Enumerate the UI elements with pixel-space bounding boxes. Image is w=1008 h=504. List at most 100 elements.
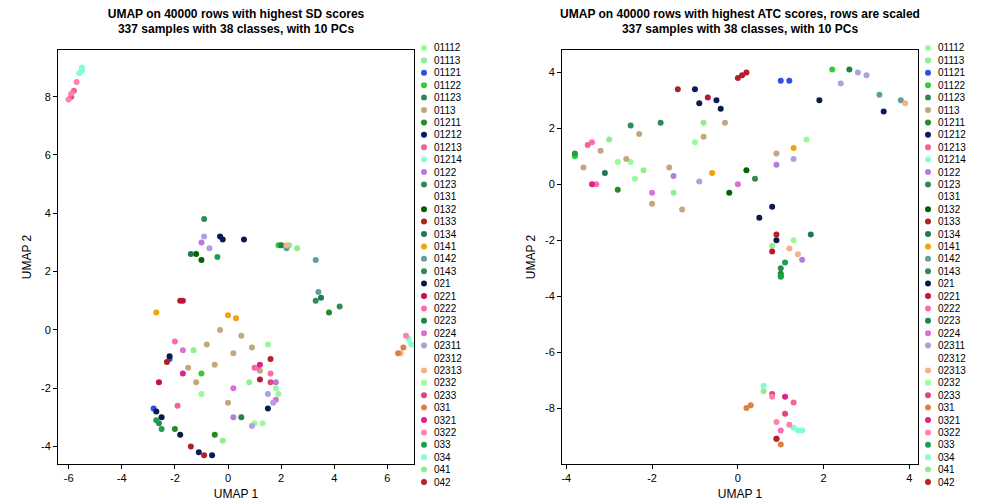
svg-text:-4: -4 xyxy=(41,440,51,452)
svg-text:01112: 01112 xyxy=(434,42,461,53)
svg-text:0131: 0131 xyxy=(938,191,961,202)
svg-text:0321: 0321 xyxy=(434,415,457,426)
svg-text:-6: -6 xyxy=(64,472,74,484)
svg-text:0233: 0233 xyxy=(434,390,457,401)
svg-text:01212: 01212 xyxy=(938,129,966,140)
svg-text:01212: 01212 xyxy=(434,129,462,140)
svg-text:0143: 0143 xyxy=(938,266,961,277)
svg-text:01213: 01213 xyxy=(434,142,462,153)
svg-text:0232: 0232 xyxy=(434,377,457,388)
svg-text:01123: 01123 xyxy=(938,92,966,103)
svg-text:0113: 0113 xyxy=(434,105,456,116)
svg-text:033: 033 xyxy=(938,439,955,450)
svg-text:UMAP 1: UMAP 1 xyxy=(718,487,763,501)
svg-text:-2: -2 xyxy=(170,472,180,484)
svg-text:0221: 0221 xyxy=(434,291,457,302)
svg-text:0223: 0223 xyxy=(938,315,961,326)
svg-text:02313: 02313 xyxy=(938,365,966,376)
svg-text:4: 4 xyxy=(331,472,337,484)
svg-text:0: 0 xyxy=(549,178,555,190)
svg-text:0132: 0132 xyxy=(434,204,457,215)
svg-text:0123: 0123 xyxy=(434,179,457,190)
svg-text:0322: 0322 xyxy=(434,427,457,438)
svg-text:031: 031 xyxy=(938,402,955,413)
svg-text:034: 034 xyxy=(938,452,955,463)
svg-text:01211: 01211 xyxy=(434,117,462,128)
svg-text:042: 042 xyxy=(434,477,451,488)
svg-text:-8: -8 xyxy=(545,402,555,414)
svg-text:01121: 01121 xyxy=(938,67,966,78)
svg-text:01123: 01123 xyxy=(434,92,462,103)
svg-text:0142: 0142 xyxy=(434,253,457,264)
svg-text:0134: 0134 xyxy=(938,229,961,240)
svg-text:0123: 0123 xyxy=(938,179,961,190)
svg-text:0233: 0233 xyxy=(938,390,961,401)
svg-text:UMAP on 40000 rows with highes: UMAP on 40000 rows with highest ATC scor… xyxy=(560,7,920,37)
svg-text:4: 4 xyxy=(45,207,51,219)
svg-text:042: 042 xyxy=(938,477,955,488)
svg-text:0222: 0222 xyxy=(434,303,457,314)
svg-text:01113: 01113 xyxy=(938,55,965,66)
svg-text:-4: -4 xyxy=(561,472,571,484)
svg-text:2: 2 xyxy=(278,472,284,484)
svg-text:0232: 0232 xyxy=(938,377,961,388)
svg-text:0143: 0143 xyxy=(434,266,457,277)
svg-text:0: 0 xyxy=(735,472,741,484)
svg-text:02312: 02312 xyxy=(434,353,462,364)
svg-text:01113: 01113 xyxy=(434,55,461,66)
svg-text:UMAP on 40000 rows with highes: UMAP on 40000 rows with highest SD score… xyxy=(108,7,365,37)
svg-text:UMAP 2: UMAP 2 xyxy=(20,234,34,279)
svg-text:0122: 0122 xyxy=(938,167,961,178)
svg-text:0131: 0131 xyxy=(434,191,457,202)
svg-text:2: 2 xyxy=(45,265,51,277)
svg-text:0322: 0322 xyxy=(938,427,961,438)
svg-text:0132: 0132 xyxy=(938,204,961,215)
svg-text:01213: 01213 xyxy=(938,142,966,153)
svg-text:031: 031 xyxy=(434,402,451,413)
svg-text:0221: 0221 xyxy=(938,291,961,302)
svg-text:033: 033 xyxy=(434,439,451,450)
svg-text:01122: 01122 xyxy=(434,80,462,91)
svg-text:6: 6 xyxy=(45,149,51,161)
svg-text:-4: -4 xyxy=(545,290,555,302)
svg-text:0141: 0141 xyxy=(434,241,457,252)
svg-text:-4: -4 xyxy=(117,472,127,484)
svg-text:021: 021 xyxy=(938,278,955,289)
svg-text:0113: 0113 xyxy=(938,105,960,116)
svg-text:UMAP 2: UMAP 2 xyxy=(524,234,538,279)
svg-text:02313: 02313 xyxy=(434,365,462,376)
svg-text:034: 034 xyxy=(434,452,451,463)
svg-text:-2: -2 xyxy=(647,472,657,484)
svg-text:-6: -6 xyxy=(545,346,555,358)
svg-text:01211: 01211 xyxy=(938,117,966,128)
svg-text:02311: 02311 xyxy=(938,340,966,351)
svg-text:0: 0 xyxy=(45,324,51,336)
svg-text:041: 041 xyxy=(434,464,451,475)
svg-text:0224: 0224 xyxy=(434,328,457,339)
svg-text:0321: 0321 xyxy=(938,415,961,426)
svg-text:0134: 0134 xyxy=(434,229,457,240)
svg-text:UMAP 1: UMAP 1 xyxy=(214,487,259,501)
svg-text:02311: 02311 xyxy=(434,340,462,351)
svg-text:4: 4 xyxy=(549,66,555,78)
svg-text:0: 0 xyxy=(225,472,231,484)
svg-text:041: 041 xyxy=(938,464,955,475)
svg-text:021: 021 xyxy=(434,278,451,289)
svg-text:01214: 01214 xyxy=(434,154,462,165)
svg-text:0223: 0223 xyxy=(434,315,457,326)
svg-text:2: 2 xyxy=(549,122,555,134)
svg-text:0224: 0224 xyxy=(938,328,961,339)
svg-text:0142: 0142 xyxy=(938,253,961,264)
svg-text:8: 8 xyxy=(45,91,51,103)
svg-text:01122: 01122 xyxy=(938,80,966,91)
svg-text:0133: 0133 xyxy=(434,216,457,227)
svg-text:01121: 01121 xyxy=(434,67,462,78)
svg-text:-2: -2 xyxy=(545,234,555,246)
svg-text:01112: 01112 xyxy=(938,42,965,53)
svg-text:02312: 02312 xyxy=(938,353,966,364)
svg-text:4: 4 xyxy=(906,472,912,484)
svg-text:6: 6 xyxy=(384,472,390,484)
svg-text:0133: 0133 xyxy=(938,216,961,227)
svg-text:0222: 0222 xyxy=(938,303,961,314)
svg-text:-2: -2 xyxy=(41,382,51,394)
